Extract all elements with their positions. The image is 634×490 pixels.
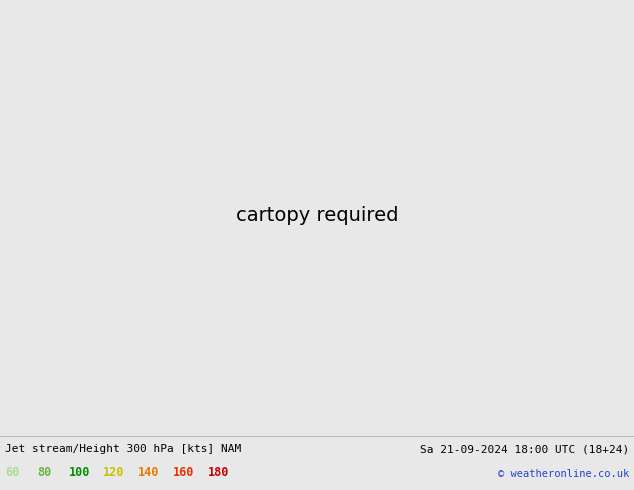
Text: 160: 160	[173, 466, 195, 479]
Text: 80: 80	[37, 466, 51, 479]
Text: Sa 21-09-2024 18:00 UTC (18+24): Sa 21-09-2024 18:00 UTC (18+24)	[420, 444, 629, 454]
Text: Jet stream/Height 300 hPa [kts] NAM: Jet stream/Height 300 hPa [kts] NAM	[5, 444, 242, 454]
Text: 120: 120	[103, 466, 125, 479]
Text: © weatheronline.co.uk: © weatheronline.co.uk	[498, 469, 629, 479]
Text: 180: 180	[208, 466, 230, 479]
Text: 140: 140	[138, 466, 160, 479]
Text: 100: 100	[68, 466, 90, 479]
Text: cartopy required: cartopy required	[236, 206, 398, 225]
Text: 60: 60	[5, 466, 19, 479]
